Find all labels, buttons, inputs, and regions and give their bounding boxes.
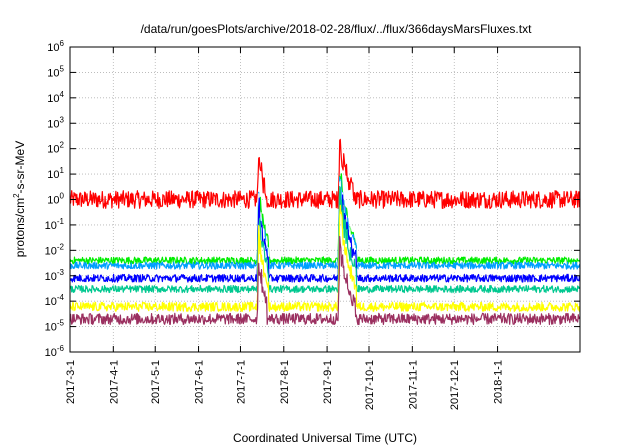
y-tick-label: 100: [47, 192, 64, 207]
grid: [69, 47, 580, 352]
flux-series-line-1: [69, 138, 581, 209]
y-axis-label: protons/cm2-s-sr-MeV: [12, 141, 27, 257]
y-tick-label: 105: [47, 64, 64, 79]
x-tick-label: 2017-5-1: [150, 360, 162, 404]
x-tick-label: 2017-3-1: [65, 360, 77, 404]
flux-series-line-6: [69, 186, 581, 294]
x-tick-label: 2017-12-1: [449, 360, 461, 410]
flux-series-line-2: [69, 173, 581, 265]
y-tick-label: 10-4: [45, 293, 65, 308]
flux-series-line-5: [69, 194, 580, 283]
y-tick-label: 106: [47, 39, 64, 54]
y-tick-label: 101: [47, 166, 64, 181]
y-axis: 10-6 10-5 10-4 10-3 10-2 10-1 100 101 102 103 104 1…: [45, 39, 580, 359]
x-tick-label: 2017-10-1: [364, 360, 376, 410]
y-tick-label: 104: [47, 90, 64, 105]
flux-series-line-7: [69, 204, 581, 312]
x-axis-label: Coordinated Universal Time (UTC): [233, 431, 417, 445]
flux-series-line-4: [69, 180, 581, 275]
y-tick-label: 10-3: [45, 268, 65, 283]
flux-series-line-8: [69, 235, 581, 326]
y-tick-label: 10-5: [45, 319, 65, 334]
x-tick-label: 2018-1-1: [493, 360, 505, 404]
x-tick-label: 2017-8-1: [279, 360, 291, 404]
flux-series-line-3: [69, 176, 581, 270]
y-tick-label: 102: [47, 141, 64, 156]
y-tick-label: 103: [47, 115, 64, 130]
x-tick-label: 2017-11-1: [407, 360, 419, 409]
y-tick-label: 10-2: [45, 242, 65, 257]
x-axis: 2017-3-1 2017-4-1 2017-5-1 2017-6-1 2017-7-1…: [65, 47, 505, 410]
series-layer: [69, 138, 581, 326]
x-tick-label: 2017-9-1: [322, 360, 334, 404]
y-tick-label: 10-1: [45, 217, 65, 232]
x-tick-label: 2017-7-1: [235, 360, 247, 404]
x-tick-label: 2017-6-1: [194, 360, 206, 404]
y-tick-label: 10-6: [45, 344, 65, 359]
chart-title: /data/run/goesPlots/archive/2018-02-28/f…: [141, 22, 533, 36]
x-tick-label: 2017-4-1: [108, 360, 120, 404]
